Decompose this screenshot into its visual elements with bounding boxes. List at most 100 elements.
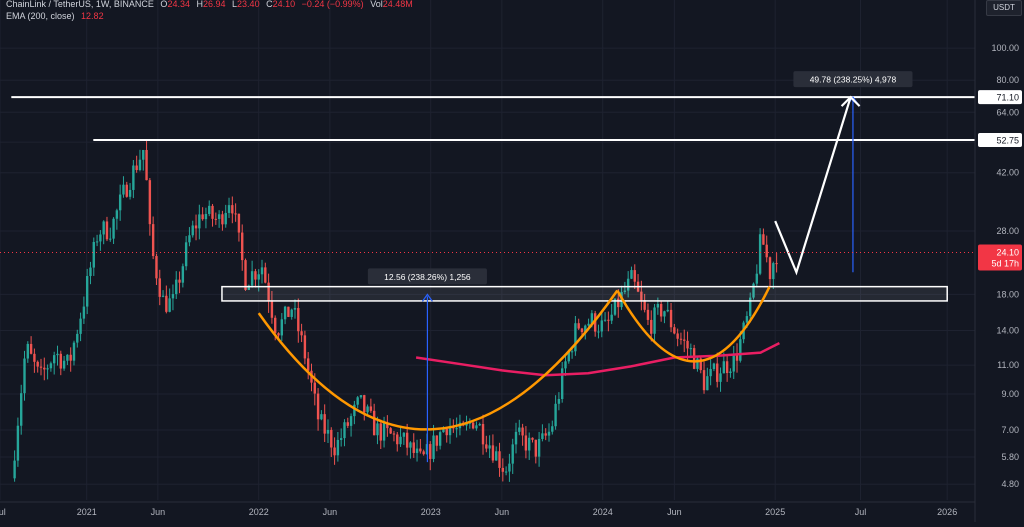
candle-body: [234, 213, 237, 215]
candle-body: [363, 395, 366, 413]
candle-body: [725, 361, 729, 373]
candle-body: [227, 205, 231, 213]
candle-body: [214, 218, 218, 220]
candle-body: [438, 432, 442, 446]
candle-body: [264, 267, 267, 283]
candle-body: [99, 234, 102, 242]
candle-body: [125, 184, 128, 197]
candle-body: [544, 433, 547, 436]
candle-body: [191, 225, 194, 236]
candle-body: [175, 279, 178, 295]
symbol-title[interactable]: ChainLink / TetherUS, 1W, BINANCE: [6, 0, 154, 9]
candle-body: [320, 414, 323, 420]
candle-body: [547, 431, 551, 436]
candle-body: [534, 439, 538, 457]
candle-body: [76, 333, 79, 343]
candle-body: [603, 319, 607, 321]
candle-body: [633, 270, 636, 282]
candle-body: [29, 343, 33, 354]
projection-arrow-head: [840, 95, 861, 107]
candle-body: [435, 435, 439, 446]
candle-body: [419, 448, 422, 452]
candle-body: [491, 445, 495, 461]
candle-body: [498, 451, 501, 468]
candle-body: [521, 427, 524, 436]
candle-body: [587, 323, 590, 326]
y-tick-label: 7.00: [1001, 425, 1019, 435]
candle-body: [274, 317, 277, 334]
volume-value: 24.48M: [382, 0, 413, 9]
candle-body: [495, 451, 498, 461]
candle-body: [768, 257, 772, 280]
candle-body: [399, 436, 402, 445]
candle-body: [432, 435, 435, 459]
candle-body: [33, 353, 36, 362]
candle-body: [353, 404, 356, 417]
candle-body: [237, 213, 241, 233]
candle-body: [290, 309, 293, 317]
candle-body: [349, 416, 353, 426]
candle-body: [676, 333, 679, 339]
candle-body: [313, 382, 316, 394]
candle-body: [709, 369, 712, 377]
resistance-price-label: 71.10: [996, 93, 1019, 103]
support-zone-rect: [221, 285, 948, 302]
candle-body: [765, 244, 768, 258]
candle-body: [679, 338, 683, 340]
cup-curve: [257, 289, 619, 431]
candle-body: [109, 238, 112, 240]
candle-body: [719, 373, 722, 382]
candle-body: [650, 319, 653, 334]
candle-body: [95, 241, 99, 243]
candle-body: [79, 318, 82, 334]
candle-body: [775, 263, 778, 265]
candle-body: [82, 306, 86, 319]
x-tick-label: Jun: [495, 507, 510, 517]
candle-body: [590, 313, 594, 324]
candle-body: [224, 212, 227, 225]
candle-body: [247, 285, 251, 290]
candle-body: [382, 422, 386, 441]
candle-body: [577, 323, 580, 329]
candle-body: [221, 214, 224, 225]
volume-key: Vol: [370, 0, 383, 9]
candle-body: [165, 295, 168, 312]
y-tick-label: 9.00: [1001, 389, 1019, 399]
candle-body: [254, 271, 257, 280]
candle-body: [617, 298, 620, 308]
candle-body: [46, 368, 49, 370]
x-tick-label: 2021: [77, 507, 97, 517]
resistance-price-tag: [978, 133, 1022, 148]
candle-body: [118, 194, 122, 211]
legend-row-ema[interactable]: EMA (200, close) 12.82: [6, 10, 413, 22]
candle-body: [597, 331, 600, 333]
ohlc-high-key: H: [196, 0, 203, 9]
candle-body: [171, 294, 175, 299]
candle-body: [732, 353, 735, 372]
candle-body: [752, 283, 755, 298]
measure-label: 12.56 (238.26%) 1,256: [384, 272, 471, 282]
candle-body: [132, 165, 135, 190]
handle-curve: [616, 286, 771, 363]
candle-body: [135, 165, 138, 171]
candle-body: [194, 225, 198, 229]
x-tick-label: Jul: [855, 507, 867, 517]
y-tick-label: 14.00: [996, 325, 1019, 335]
resistance-price-label: 52.75: [996, 136, 1019, 146]
candle-body: [168, 298, 171, 312]
x-tick-label: 2025: [765, 507, 785, 517]
currency-button[interactable]: USDT: [986, 0, 1022, 16]
candle-body: [336, 439, 340, 456]
candle-body: [488, 445, 491, 449]
candle-body: [699, 358, 702, 371]
candle-body: [722, 361, 726, 374]
candle-body: [323, 414, 326, 434]
candle-body: [181, 266, 185, 283]
candle-body: [379, 423, 382, 441]
candle-body: [52, 355, 56, 364]
y-tick-label: 11.00: [997, 360, 1019, 370]
candle-body: [297, 308, 300, 332]
